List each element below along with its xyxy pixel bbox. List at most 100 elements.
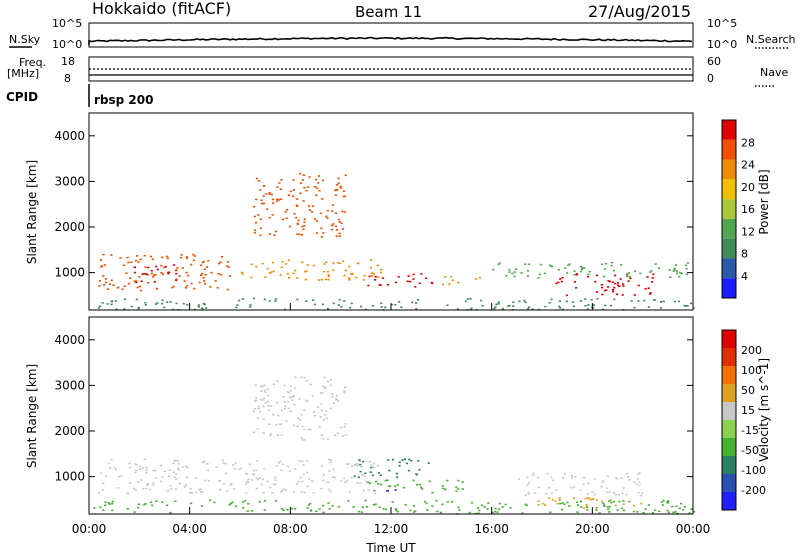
scatter-cell — [649, 293, 652, 295]
scatter-cell — [218, 262, 221, 265]
scatter-cell — [634, 270, 637, 273]
scatter-cell — [250, 263, 253, 266]
scatter-cell — [280, 179, 283, 181]
scatter-cell — [135, 281, 138, 284]
scatter-cell — [305, 270, 308, 272]
scatter-cell — [160, 302, 164, 305]
scatter-cell — [309, 428, 312, 431]
scatter-cell — [292, 491, 295, 493]
scatter-cell — [169, 511, 172, 514]
scatter-cell — [278, 423, 281, 426]
scatter-cell — [579, 500, 582, 503]
scatter-cell — [147, 266, 150, 269]
scatter-cell — [326, 217, 329, 219]
scatter-cell — [155, 477, 158, 479]
scatter-cell — [568, 505, 571, 507]
scatter-cell — [250, 510, 254, 512]
scatter-cell — [175, 278, 178, 281]
colorbar-tick-label: -15 — [741, 424, 759, 437]
y-tick-label: 1000 — [54, 470, 85, 484]
scatter-cell — [457, 479, 460, 482]
colorbar-segment — [722, 384, 736, 402]
scatter-cell — [334, 194, 337, 196]
scatter-cell — [168, 271, 171, 274]
scatter-cell — [591, 491, 594, 493]
scatter-cell — [206, 469, 209, 472]
scatter-cell — [255, 265, 258, 268]
scatter-cell — [621, 492, 624, 495]
scatter-cell — [353, 475, 356, 478]
scatter-cell — [600, 500, 604, 503]
scatter-cell — [234, 468, 237, 470]
scatter-cell — [613, 492, 616, 494]
scatter-cell — [185, 465, 188, 467]
y-tick-label: 4000 — [54, 333, 85, 347]
scatter-cell — [608, 491, 611, 493]
scatter-cell — [406, 280, 409, 283]
scatter-cell — [342, 477, 346, 480]
scatter-cell — [508, 304, 511, 307]
scatter-cell — [260, 202, 263, 205]
scatter-cell — [180, 254, 183, 256]
scatter-cell — [582, 476, 586, 479]
scatter-cell — [340, 305, 343, 308]
scatter-cell — [250, 276, 253, 279]
scatter-cell — [136, 481, 139, 483]
scatter-cell — [155, 265, 158, 268]
scatter-cell — [680, 272, 683, 275]
scatter-cell — [387, 459, 390, 461]
scatter-cell — [146, 273, 149, 276]
scatter-cell — [268, 193, 271, 195]
scatter-cell — [573, 486, 576, 488]
scatter-cell — [172, 462, 175, 465]
scatter-cell — [366, 481, 369, 483]
scatter-cell — [283, 384, 286, 387]
scatter-cell — [110, 300, 113, 303]
scatter-cell — [315, 232, 318, 234]
scatter-cell — [357, 510, 360, 513]
scatter-cell — [451, 279, 454, 281]
scatter-cell — [324, 387, 327, 390]
scatter-cell — [198, 281, 201, 284]
scatter-cell — [625, 493, 628, 496]
scatter-cell — [241, 298, 244, 300]
scatter-cell — [647, 504, 650, 506]
scatter-cell — [154, 274, 157, 276]
scatter-cell — [298, 460, 301, 462]
scatter-cell — [441, 283, 445, 286]
scatter-cell — [184, 484, 187, 486]
scatter-cell — [201, 505, 204, 507]
scatter-cell — [354, 464, 357, 467]
scatter-cell — [616, 293, 619, 296]
scatter-cell — [337, 218, 340, 221]
scatter-cell — [409, 280, 412, 283]
scatter-cell — [126, 507, 129, 510]
scatter-cell — [262, 492, 265, 494]
scatter-cell — [550, 265, 553, 268]
scatter-cell — [654, 509, 657, 511]
scatter-cell — [202, 302, 205, 305]
scatter-cell — [207, 480, 210, 482]
scatter-cell — [376, 464, 380, 467]
scatter-cell — [152, 482, 155, 484]
scatter-cell — [112, 284, 115, 286]
scatter-cell — [111, 509, 114, 512]
scatter-cell — [253, 473, 256, 476]
scatter-cell — [247, 481, 250, 483]
scatter-cell — [169, 301, 172, 303]
scatter-cell — [204, 274, 207, 276]
scatter-cell — [346, 479, 349, 482]
scatter-cell — [143, 458, 146, 461]
scatter-cell — [268, 233, 271, 235]
scatter-cell — [295, 216, 298, 219]
scatter-cell — [637, 491, 640, 494]
scatter-cell — [106, 303, 109, 305]
scatter-cell — [587, 482, 590, 485]
scatter-cell — [404, 504, 407, 506]
scatter-cell — [185, 256, 189, 258]
scatter-cell — [143, 254, 146, 257]
scatter-cell — [167, 475, 171, 478]
scatter-cell — [93, 507, 96, 509]
scatter-cell — [368, 275, 371, 278]
scatter-cell — [289, 190, 292, 193]
